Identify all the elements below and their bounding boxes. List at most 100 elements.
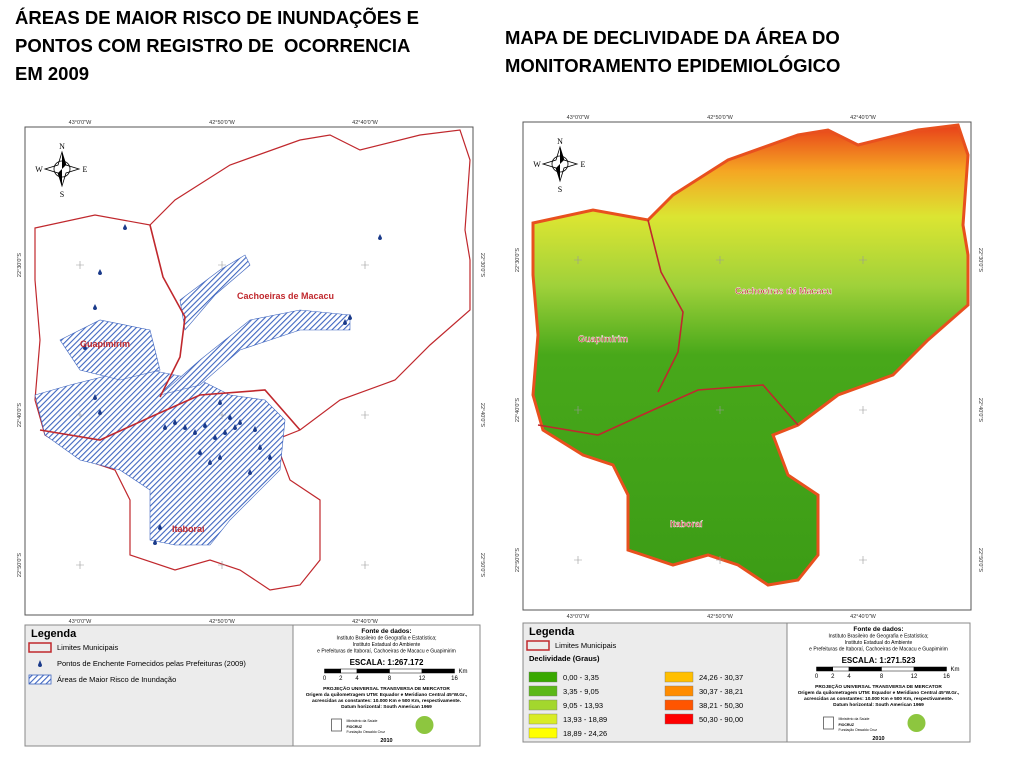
logo-text: Ministério da Saúde (839, 717, 870, 721)
class-swatch (528, 671, 558, 683)
scale-tick: 8 (388, 676, 392, 682)
legend: Legenda Limites Municipais Declividade (Gr… (522, 622, 971, 743)
longitude-label: 42°40'0"W (850, 614, 876, 620)
compass-ring (551, 155, 569, 173)
flood-point (258, 444, 262, 450)
legend: Legenda Limites Municipais Pontos de Enche… (24, 624, 481, 747)
flood-point (163, 424, 167, 430)
flood-point (213, 434, 217, 440)
flood-point (343, 319, 347, 325)
logo-text: Fundação Oswaldo Cruz (347, 730, 386, 734)
latitude-label: 22°50'0"S (977, 548, 983, 572)
municipal-boundary (149, 224, 186, 398)
scale-segment (356, 668, 390, 674)
source-text: e Prefeituras de Itaboraí, Cachoeiras de… (809, 647, 948, 653)
longitude-label: 42°50'0"W (209, 120, 235, 126)
logo-text: FIOCRUZ (839, 723, 855, 727)
projection-text: Datum horizontal: South American 1969 (833, 702, 924, 708)
projection-text: acrescidas as constantes: 10.000 Km e 50… (312, 698, 461, 704)
scale-tick: 12 (419, 676, 426, 682)
scale-segment (881, 666, 915, 672)
legend-title: Legenda (529, 626, 575, 638)
graticule-cross (859, 256, 867, 264)
logo-icon (331, 718, 342, 732)
flood-point (348, 314, 352, 320)
class-label: 50,30 - 90,00 (699, 715, 743, 724)
flood-point (98, 409, 102, 415)
scale-tick: 8 (880, 674, 884, 680)
legend-title: Legenda (31, 628, 77, 640)
compass-ring (53, 160, 71, 178)
latitude-label: 22°30'0"S (977, 248, 983, 272)
logo-text: Ministério da Saúde (347, 719, 378, 723)
flood-point (193, 429, 197, 435)
flood-point (153, 539, 157, 545)
flood-risk-area (159, 309, 351, 396)
compass-star (556, 147, 564, 181)
place-label: Itaboraí (670, 519, 703, 529)
scale-segment (848, 666, 882, 672)
flood-point (233, 424, 237, 430)
legend-label: Pontos de Enchente Fornecidos pelas Pref… (57, 659, 246, 668)
source-text: Instituto Estadual do Ambiente (353, 642, 421, 648)
flood-point (223, 429, 227, 435)
class-label: 30,37 - 38,21 (699, 687, 743, 696)
scale-text: ESCALA: 1:267.172 (350, 658, 424, 667)
legend-subtitle: Declividade (Graus) (529, 654, 600, 663)
flood-point (238, 419, 242, 425)
latitude-label: 22°40'0"S (515, 398, 521, 422)
flood-point (268, 454, 272, 460)
map: 43°0'0"W 43°0'0"W 42°50'0"W 42°50'0"W 42°40'… (17, 120, 485, 625)
scale-unit: Km (459, 669, 468, 675)
class-label: 9,05 - 13,93 (563, 701, 603, 710)
panel-title: MONITORAMENTO EPIDEMIOLÓGICO (505, 55, 840, 76)
place-label: Itaboraí (172, 524, 205, 534)
legend-symbol (28, 674, 52, 685)
flood-point (253, 426, 257, 432)
projection-text: Datum horizontal: South American 1969 (341, 704, 432, 710)
longitude-label: 43°0'0"W (69, 619, 92, 625)
longitude-label: 42°50'0"W (707, 614, 733, 620)
class-swatch (664, 671, 694, 683)
compass-n: N (557, 137, 563, 146)
longitude-label: 43°0'0"W (567, 614, 590, 620)
class-swatch (664, 685, 694, 697)
scale-segment (913, 666, 947, 672)
logo-text: FIOCRUZ (347, 725, 363, 729)
scale-tick: 0 (323, 676, 327, 682)
class-swatch (664, 713, 694, 725)
flood-point (93, 304, 97, 310)
legend-symbol (526, 640, 550, 651)
longitude-label: 42°40'0"W (850, 115, 876, 121)
graticule-cross (574, 556, 582, 564)
graticule-cross (716, 556, 724, 564)
scale-tick: 2 (339, 676, 343, 682)
graticule-cross (218, 261, 226, 269)
longitude-label: 42°50'0"W (209, 619, 235, 625)
scale-segment (421, 668, 455, 674)
scale-unit: Km (951, 667, 960, 673)
longitude-label: 43°0'0"W (567, 115, 590, 121)
graticule-cross (361, 411, 369, 419)
latitude-label: 22°40'0"S (977, 398, 983, 422)
compass-s: S (60, 190, 64, 199)
flood-point (173, 419, 177, 425)
legend-label: Áreas de Maior Risco de Inundação (57, 675, 176, 684)
panel-title: ÁREAS DE MAIOR RISCO DE INUNDAÇÕES E (15, 7, 419, 28)
year-text: 2010 (380, 738, 392, 744)
flood-risk-area (59, 319, 161, 381)
legend-left (522, 622, 788, 743)
class-swatch (528, 713, 558, 725)
graticule-cross (76, 561, 84, 569)
compass-s: S (558, 185, 562, 194)
class-swatch (528, 699, 558, 711)
flood-point (98, 269, 102, 275)
class-label: 3,35 - 9,05 (563, 687, 599, 696)
scale-tick: 4 (355, 676, 359, 682)
map: 43°0'0"W 43°0'0"W 42°50'0"W 42°50'0"W 42°40'… (515, 115, 983, 620)
graticule-cross (218, 561, 226, 569)
graticule-cross (76, 411, 84, 419)
legend-label: Limites Municipais (555, 641, 617, 650)
compass-e: E (581, 160, 586, 169)
